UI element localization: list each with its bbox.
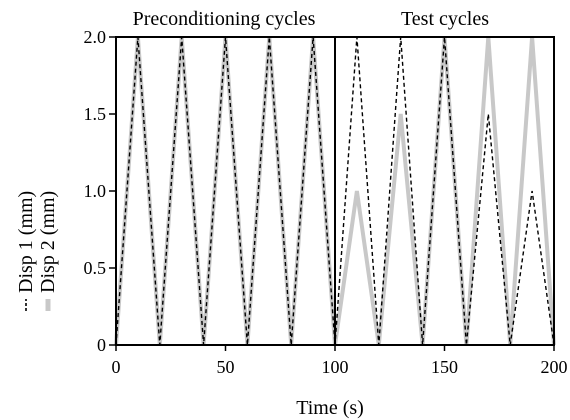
phase-labels: Preconditioning cycles Test cycles [133,8,490,30]
phase-label: Test cycles [401,8,489,30]
x-tick-label: 200 [541,357,568,377]
y-axis: 0 0.5 1.0 1.5 2.0 [84,27,116,355]
phase-label: Preconditioning cycles [133,8,316,30]
legend-label-disp2: Disp 2 (mm) [37,191,59,293]
y-tick-label: 1.5 [84,104,107,124]
legend: Disp 1 (mm) Disp 2 (mm) [15,191,59,311]
x-tick-label: 150 [431,357,458,377]
x-tick-label: 50 [217,357,235,377]
y-tick-label: 0.5 [84,258,107,278]
x-tick-label: 100 [322,357,349,377]
legend-group: Disp 1 (mm) Disp 2 (mm) [15,191,59,311]
x-axis: 0 50 100 150 200 [112,345,568,377]
y-tick-label: 1.0 [84,181,107,201]
legend-label-disp1: Disp 1 (mm) [15,191,37,293]
y-tick-label: 2.0 [84,27,107,47]
y-tick-label: 0 [97,335,106,355]
x-axis-title: Time (s) [296,397,364,419]
x-tick-label: 0 [112,357,121,377]
